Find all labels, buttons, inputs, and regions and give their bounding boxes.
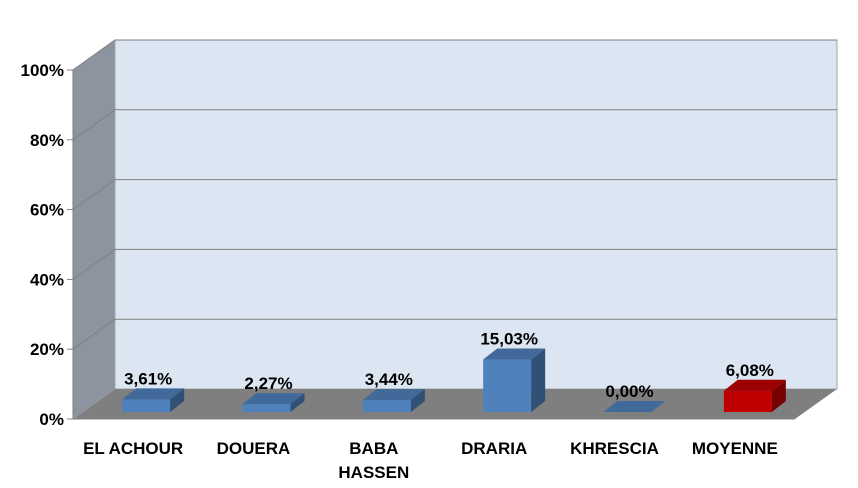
bar-top [242, 393, 305, 405]
data-label: 0,00% [605, 382, 653, 401]
data-label: 15,03% [480, 330, 538, 349]
bars [122, 348, 786, 413]
y-tick-label: 40% [30, 270, 64, 289]
gridline-side [72, 179, 116, 211]
gridlines [72, 39, 837, 350]
back-wall [114, 39, 838, 390]
bar [122, 388, 185, 412]
bar [603, 401, 666, 413]
bar-top [723, 379, 786, 391]
gridline-side [72, 248, 116, 280]
bar-side [531, 348, 546, 412]
bar-side [771, 379, 786, 412]
data-label: 6,08% [726, 361, 774, 380]
gridline-side [72, 109, 116, 141]
chart-walls [72, 39, 838, 420]
x-axis-labels: EL ACHOUR DOUERA BABA HASSEN DRARIA KHRESCIA M… [83, 439, 778, 482]
y-tick-label: 100% [21, 61, 64, 80]
x-tick-label: MOYENNE [692, 439, 778, 458]
y-axis-ticks: 0% 20% 40% 60% 80% 100% [21, 61, 795, 429]
bar-front [483, 359, 532, 412]
data-label: 3,61% [124, 369, 172, 388]
y-tick-label: 80% [30, 131, 64, 150]
side-wall [72, 39, 116, 420]
bar-top [122, 388, 185, 400]
bar-side [290, 393, 305, 412]
y-tick-label: 0% [39, 410, 64, 429]
y-tick-label: 60% [30, 201, 64, 220]
bar-front [122, 399, 171, 412]
x-tick-label: BABA [349, 439, 398, 458]
bar [723, 379, 786, 412]
data-label: 2,27% [244, 374, 292, 393]
bar [483, 348, 546, 412]
bar [362, 388, 425, 412]
bar-front [723, 390, 772, 412]
bar-top [603, 401, 666, 412]
x-tick-label: HASSEN [338, 463, 409, 482]
bar-top [483, 348, 546, 360]
data-label: 3,44% [365, 370, 413, 389]
bar-front [242, 404, 291, 412]
bar-front [362, 399, 411, 412]
x-tick-label: KHRESCIA [570, 439, 659, 458]
bar-top [362, 388, 425, 400]
bar-side [170, 388, 185, 412]
x-tick-label: EL ACHOUR [83, 439, 183, 458]
y-tick-label: 20% [30, 340, 64, 359]
bar [242, 393, 305, 412]
gridline-side [72, 318, 116, 350]
bar-side [410, 388, 425, 412]
x-tick-label: DRARIA [461, 439, 527, 458]
data-labels: 3,61% 2,27% 3,44% 15,03% 0,00% 6,08% [124, 330, 774, 401]
floor [73, 389, 837, 419]
x-tick-label: DOUERA [217, 439, 291, 458]
gridline-side [72, 39, 116, 71]
